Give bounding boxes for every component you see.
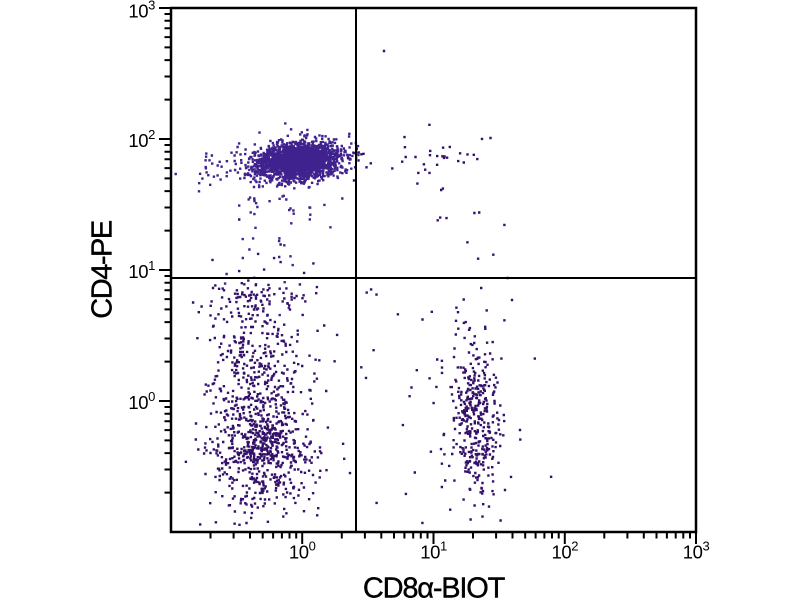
svg-text:CD4-PE: CD4-PE bbox=[87, 220, 119, 319]
svg-text:CD8α-BIOT: CD8α-BIOT bbox=[363, 573, 506, 600]
svg-text:103: 103 bbox=[683, 539, 710, 563]
svg-text:101: 101 bbox=[420, 539, 447, 563]
